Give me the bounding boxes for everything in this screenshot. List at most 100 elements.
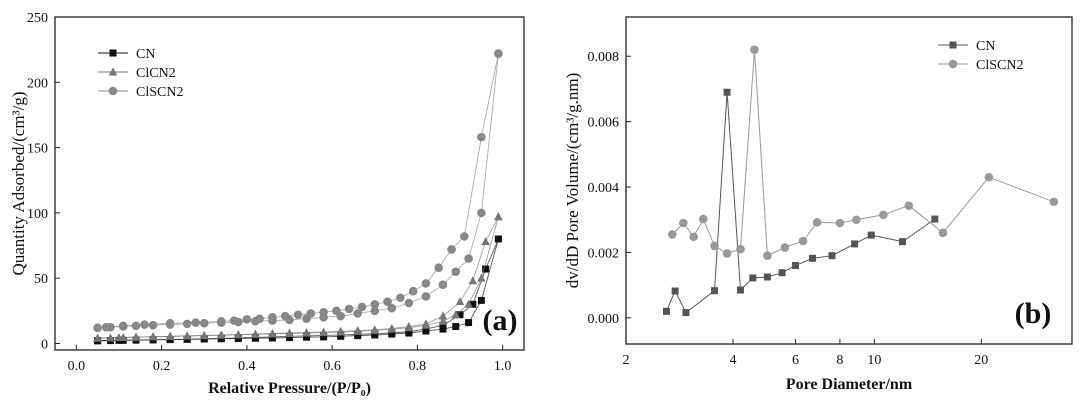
series-clscn2-point bbox=[460, 232, 469, 241]
panel-b-legend: CN ClSCN2 bbox=[938, 39, 1023, 73]
series-clcn2-point bbox=[234, 330, 243, 339]
series-cn-point bbox=[422, 325, 430, 333]
panel-b-ticks: 2 4 6 8 10 20 0.000 0.002 0.004 0.006 0.008 bbox=[588, 50, 989, 368]
panel-b-x-tick-label: 6 bbox=[792, 353, 799, 368]
series-cn-point bbox=[671, 287, 679, 295]
series-clcn2-point bbox=[455, 297, 465, 306]
series-clscn2-point bbox=[780, 243, 790, 252]
series-cn bbox=[662, 88, 939, 317]
series-clscn2-point bbox=[750, 45, 759, 54]
series-clcn2-point bbox=[451, 310, 461, 319]
legend-cn-marker bbox=[949, 41, 957, 49]
series-clcn2-point bbox=[268, 329, 277, 338]
legend-clscn2-marker bbox=[108, 86, 118, 96]
legend-clscn2-label: ClSCN2 bbox=[976, 58, 1023, 73]
panel-a-y-tick-label: 150 bbox=[27, 142, 48, 157]
series-clcn2-point bbox=[387, 323, 397, 332]
series-cn-point bbox=[828, 252, 836, 260]
panel-a-ticks: 0.0 0.2 0.4 0.6 0.8 1.0 0 50 100 150 200 250 bbox=[27, 11, 511, 374]
panel-a-y-tick-label: 250 bbox=[27, 11, 48, 26]
legend-clscn2-marker bbox=[948, 59, 958, 69]
series-clscn2-point bbox=[464, 254, 473, 263]
series-clcn2-point bbox=[438, 311, 448, 320]
panel-b-x-tick-label: 4 bbox=[729, 353, 736, 368]
series-clscn2-point bbox=[101, 322, 111, 332]
series-clcn2-point bbox=[336, 326, 345, 335]
series-clscn2-point bbox=[306, 309, 316, 318]
panel-a-y-tick-label: 200 bbox=[27, 76, 48, 91]
series-clscn2-point bbox=[938, 228, 948, 238]
series-clscn2-point bbox=[736, 244, 745, 254]
series-clcn2-point bbox=[251, 329, 260, 338]
series-cn-point bbox=[456, 311, 464, 319]
series-clcn2-point bbox=[370, 325, 380, 334]
series-clscn2-point bbox=[229, 316, 239, 325]
series-clscn2-point bbox=[131, 321, 141, 331]
panel-a-y-tick-label: 100 bbox=[27, 207, 48, 222]
legend-cn-label: CN bbox=[976, 39, 995, 54]
series-clscn2-point bbox=[370, 306, 380, 316]
panel-b-x-tick-label: 20 bbox=[974, 353, 988, 368]
series-clscn2 bbox=[668, 45, 1059, 261]
panel-b-x-tick-label: 10 bbox=[867, 353, 881, 368]
series-cn-point bbox=[778, 269, 786, 277]
series-clscn2-point bbox=[984, 172, 994, 182]
series-clcn2-point bbox=[199, 331, 209, 340]
series-clscn2-line bbox=[671, 49, 1054, 257]
panel-a-plot-frame bbox=[54, 16, 525, 351]
series-clscn2-point bbox=[319, 307, 328, 317]
series-cn-point bbox=[931, 215, 939, 223]
panel-b-x-tick-label: 8 bbox=[836, 353, 843, 368]
series-clscn2-point bbox=[1049, 197, 1059, 207]
series-clscn2-point bbox=[722, 249, 732, 258]
series-clscn2-point bbox=[710, 241, 719, 251]
series-cn-point bbox=[763, 273, 771, 281]
series-cn-point bbox=[749, 274, 757, 282]
panel-b-label: (b) bbox=[1015, 297, 1052, 330]
series-clscn2-point bbox=[879, 210, 888, 220]
series-cn-point bbox=[723, 88, 731, 96]
series-clcn2-point bbox=[319, 327, 328, 336]
series-clscn2-point bbox=[421, 292, 431, 301]
series-clcn2-point bbox=[438, 316, 448, 325]
series-clscn2-point bbox=[852, 215, 861, 225]
panel-b-y-tick-label: 0.000 bbox=[588, 312, 620, 327]
panel-a-x-tick-label: 0.2 bbox=[153, 359, 171, 374]
series-clcn2-point bbox=[481, 237, 490, 246]
series-clscn2-point bbox=[182, 319, 192, 329]
series-clscn2-point bbox=[447, 245, 456, 254]
series-clscn2-point bbox=[387, 303, 397, 313]
panel-b-x-axis-title: Pore Diameter/nm bbox=[786, 376, 913, 393]
series-clscn2-point bbox=[404, 298, 414, 308]
series-clcn2-point bbox=[182, 331, 192, 340]
series-cn-point bbox=[736, 286, 744, 294]
series-clcn2-point bbox=[404, 321, 414, 330]
series-clcn2-point bbox=[353, 326, 363, 335]
series-clscn2-point bbox=[668, 230, 677, 239]
series-cn-point bbox=[469, 300, 477, 308]
series-clscn2-point bbox=[477, 132, 486, 142]
series-clscn2-point bbox=[370, 299, 380, 309]
series-clscn2-point bbox=[434, 263, 444, 273]
series-clscn2-point bbox=[396, 293, 405, 303]
series-clscn2-point bbox=[835, 218, 845, 228]
panel-b-y-tick-label: 0.002 bbox=[588, 246, 620, 261]
series-clcn2 bbox=[93, 212, 503, 342]
series-cn-point bbox=[662, 307, 670, 315]
panel-a-label: (a) bbox=[483, 304, 518, 337]
series-cn-point bbox=[439, 325, 447, 333]
series-clscn2-point bbox=[812, 218, 822, 227]
series-cn-point bbox=[388, 329, 396, 337]
series-cn-point bbox=[711, 287, 719, 295]
series-clscn2-point bbox=[165, 318, 175, 328]
panel-b-plot-frame bbox=[625, 16, 1073, 345]
panel-a-x-tick-label: 0.4 bbox=[238, 359, 256, 374]
panel-a-series bbox=[93, 49, 503, 345]
series-clscn2-point bbox=[689, 232, 698, 242]
series-clcn2-point bbox=[148, 332, 158, 341]
series-clcn2-point bbox=[131, 332, 141, 341]
series-clscn2-point bbox=[118, 321, 128, 331]
panel-a-x-tick-label: 0.8 bbox=[409, 359, 427, 374]
series-cn-point bbox=[439, 321, 447, 329]
